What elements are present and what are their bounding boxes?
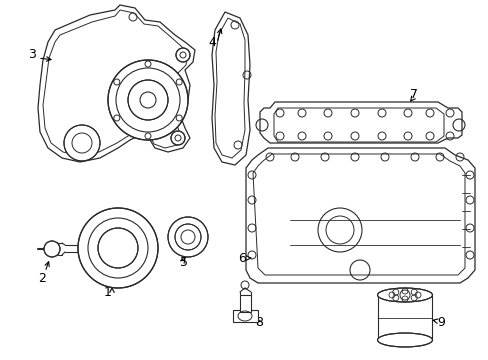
Circle shape [78, 208, 158, 288]
Circle shape [175, 224, 201, 250]
Circle shape [108, 60, 187, 140]
Circle shape [168, 217, 207, 257]
Polygon shape [212, 12, 249, 165]
Polygon shape [260, 102, 461, 143]
Polygon shape [245, 148, 474, 283]
Text: 5: 5 [180, 256, 187, 270]
Ellipse shape [377, 333, 431, 347]
Circle shape [171, 131, 184, 145]
Text: 6: 6 [238, 252, 245, 265]
Text: 2: 2 [38, 271, 46, 284]
Bar [232, 310, 258, 322]
Circle shape [44, 241, 60, 257]
Polygon shape [38, 5, 195, 162]
Circle shape [64, 125, 100, 161]
Circle shape [176, 48, 190, 62]
Text: 7: 7 [409, 89, 417, 102]
Text: 1: 1 [104, 287, 112, 300]
Text: 8: 8 [254, 315, 263, 328]
Circle shape [128, 80, 168, 120]
Text: 4: 4 [207, 36, 215, 49]
Text: 9: 9 [436, 315, 444, 328]
Ellipse shape [377, 288, 431, 302]
Circle shape [98, 228, 138, 268]
Text: 3: 3 [28, 49, 36, 62]
Bar [240, 295, 250, 312]
